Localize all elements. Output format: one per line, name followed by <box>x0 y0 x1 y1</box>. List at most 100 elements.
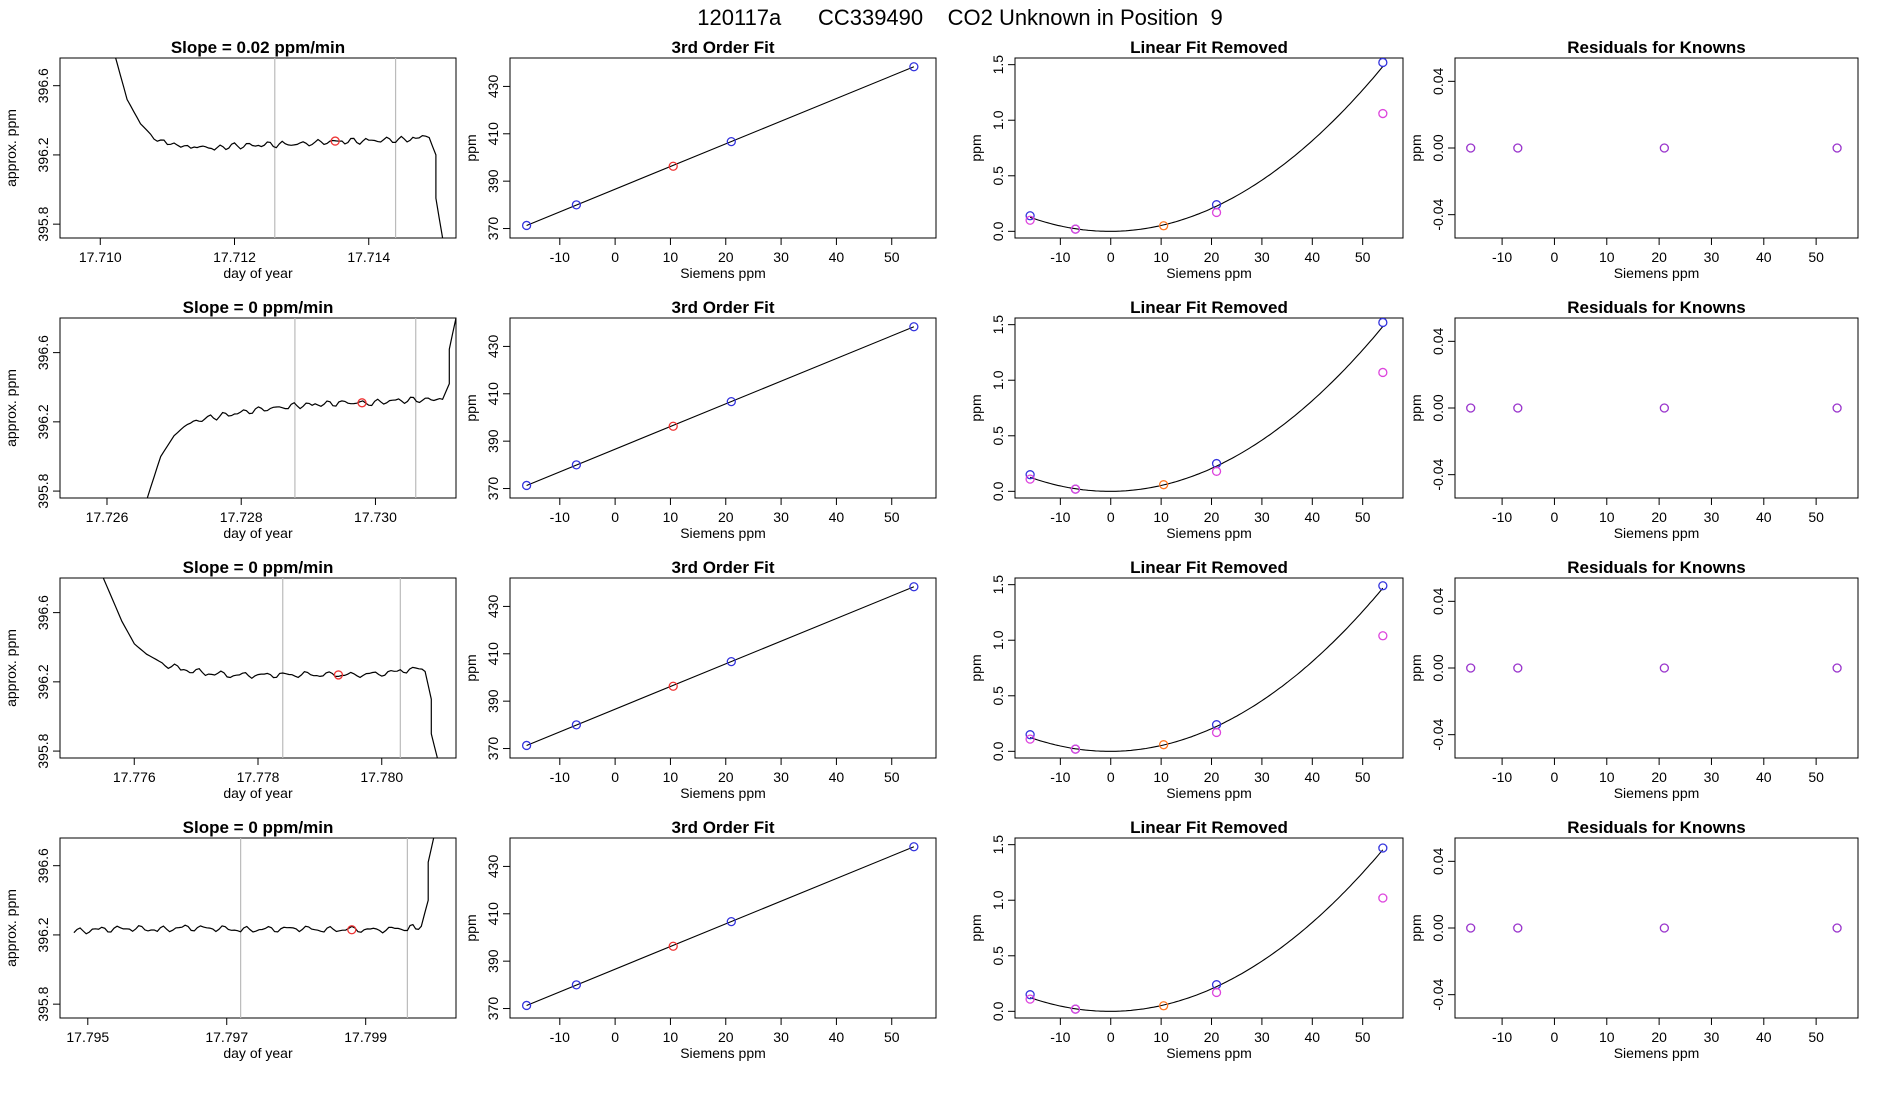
x-tick-label: 40 <box>829 769 845 785</box>
x-tick-label: 0 <box>1551 1029 1559 1045</box>
point-knowns <box>1025 730 1035 740</box>
plot-frame <box>509 837 937 1019</box>
x-tick-label: 10 <box>1153 509 1169 525</box>
x-axis-label: Siemens ppm <box>1614 785 1700 801</box>
x-tick-label: 10 <box>1599 1029 1615 1045</box>
panel-r3-c3: Linear Fit Removed -10 0 10 20 30 40 50 0.0 0.5 1.… <box>968 558 1404 801</box>
y-tick-label: 1.5 <box>990 835 1006 855</box>
point-knowns <box>726 396 736 407</box>
point-knowns <box>1378 318 1388 328</box>
x-tick-label: 20 <box>1204 249 1220 265</box>
plot-frame <box>1454 317 1859 499</box>
y-tick-label: 0.00 <box>1430 654 1446 681</box>
x-tick-label: 0 <box>611 249 619 265</box>
panel-r1-c2: 3rd Order Fit -10 0 10 20 30 40 50 370 390 410 430 S… <box>463 38 937 281</box>
x-tick-label: 17.710 <box>79 249 122 265</box>
panel-r4-c4: Residuals for Knowns -10 0 10 20 30 40 50 -0.04 0… <box>1408 818 1859 1061</box>
x-tick-label: 17.797 <box>205 1029 248 1045</box>
point-knowns <box>1025 990 1035 1000</box>
point-linear <box>1211 727 1222 738</box>
x-tick-label: 10 <box>1599 249 1615 265</box>
x-tick-label: -10 <box>1492 249 1512 265</box>
x-tick-label: 20 <box>1651 769 1667 785</box>
panel-r4-c3: Linear Fit Removed -10 0 10 20 30 40 50 0.0 0.5 1.… <box>968 818 1404 1061</box>
plot-area <box>1466 143 1842 153</box>
point-linear <box>1378 367 1388 378</box>
x-tick-label: 17.714 <box>347 249 390 265</box>
point-linear <box>1070 744 1081 754</box>
point-residuals <box>1513 923 1523 933</box>
y-tick-label: 430 <box>485 595 501 619</box>
panel-title: Slope = 0 ppm/min <box>183 818 334 837</box>
panel-r2-c2: 3rd Order Fit -10 0 10 20 30 40 50 370 390 410 430 S… <box>463 298 937 541</box>
fit-line <box>526 326 915 486</box>
y-axis-label: ppm <box>968 134 984 161</box>
y-axis-label: approx. ppm <box>3 369 19 447</box>
y-tick-label: 370 <box>485 477 501 501</box>
point-unknown <box>1158 1001 1169 1011</box>
x-axis-label: day of year <box>223 1045 293 1061</box>
panel-title: Residuals for Knowns <box>1567 38 1746 57</box>
x-axis-label: Siemens ppm <box>1166 1045 1252 1061</box>
x-axis-label: Siemens ppm <box>1166 525 1252 541</box>
y-tick-label: 396.6 <box>35 335 51 370</box>
point-knowns <box>1378 843 1388 853</box>
y-tick-label: 395.8 <box>35 986 51 1021</box>
x-tick-label: 20 <box>1651 1029 1667 1045</box>
panel-title: Slope = 0 ppm/min <box>183 298 334 317</box>
panel-title: Slope = 0 ppm/min <box>183 558 334 577</box>
x-tick-label: 50 <box>1355 1029 1371 1045</box>
x-tick-label: 20 <box>718 1029 734 1045</box>
x-tick-label: 10 <box>1153 249 1169 265</box>
fit-line <box>526 66 915 226</box>
y-tick-label: 430 <box>485 855 501 879</box>
x-tick-label: 20 <box>1651 509 1667 525</box>
x-tick-label: 17.795 <box>66 1029 109 1045</box>
x-axis-label: Siemens ppm <box>1614 265 1700 281</box>
ppm-trace <box>115 58 444 238</box>
x-axis-label: Siemens ppm <box>680 1045 766 1061</box>
y-tick-label: -0.04 <box>1430 979 1446 1011</box>
point-residuals <box>1832 143 1842 153</box>
point-unknown <box>1158 221 1169 231</box>
point-knowns <box>521 480 532 491</box>
x-tick-label: 40 <box>1756 1029 1772 1045</box>
x-tick-label: 30 <box>773 509 789 525</box>
plot-frame <box>1454 57 1859 239</box>
panel-title: Residuals for Knowns <box>1567 558 1746 577</box>
panel-r3-c4: Residuals for Knowns -10 0 10 20 30 40 50 -0.04 0… <box>1408 558 1859 801</box>
plot-area <box>73 838 435 1018</box>
y-axis-label: ppm <box>463 394 479 421</box>
point-linear <box>1378 893 1388 903</box>
panel-title: 3rd Order Fit <box>672 558 775 577</box>
panel-r3-c2: 3rd Order Fit -10 0 10 20 30 40 50 370 390 410 430 S… <box>463 558 937 801</box>
y-axis-label: ppm <box>1408 394 1424 421</box>
plot-frame <box>509 57 937 239</box>
x-axis-label: Siemens ppm <box>1614 525 1700 541</box>
y-tick-label: 390 <box>485 949 501 973</box>
y-tick-label: 0.5 <box>990 166 1006 186</box>
x-tick-label: -10 <box>1050 509 1070 525</box>
unknown-marker <box>347 925 357 935</box>
plot-frame <box>1454 837 1859 1019</box>
plot-area <box>115 58 444 238</box>
x-tick-label: 10 <box>663 1029 679 1045</box>
x-tick-label: 0 <box>611 509 619 525</box>
x-tick-label: 50 <box>884 769 900 785</box>
plot-area <box>146 318 456 498</box>
y-tick-label: 0.0 <box>990 741 1006 761</box>
plot-frame <box>59 57 457 239</box>
x-tick-label: 0 <box>1107 249 1115 265</box>
y-axis-label: ppm <box>968 914 984 941</box>
y-axis-label: ppm <box>463 134 479 161</box>
point-residuals <box>1466 923 1476 933</box>
y-tick-label: 1.0 <box>990 370 1006 390</box>
y-tick-label: 410 <box>485 642 501 666</box>
y-tick-label: 396.6 <box>35 68 51 103</box>
x-axis-label: Siemens ppm <box>680 785 766 801</box>
point-knowns <box>1378 58 1388 68</box>
y-tick-label: 1.0 <box>990 630 1006 650</box>
plot-area <box>521 322 919 491</box>
point-linear <box>1070 1004 1081 1014</box>
